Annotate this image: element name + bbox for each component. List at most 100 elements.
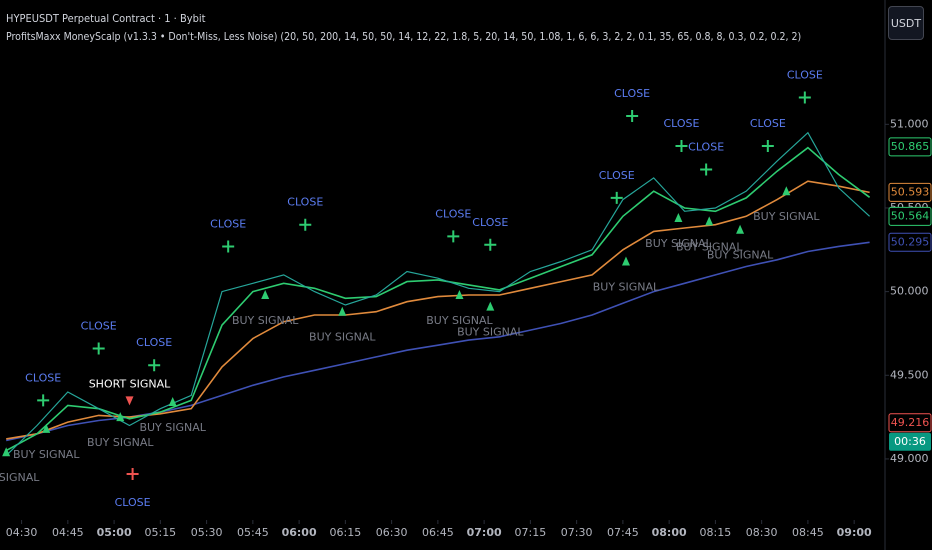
countdown-label: 00:36 [894, 435, 926, 448]
close-label: CLOSE [25, 371, 61, 384]
close-label: CLOSE [663, 117, 699, 130]
close-marker [299, 218, 312, 231]
buy-label: BUY SIGNAL [309, 331, 376, 344]
x-tick-label: 08:00 [652, 526, 687, 539]
close-marker [148, 359, 161, 372]
symbol-title: HYPEUSDT Perpetual Contract · 1 · Bybit [6, 12, 206, 25]
buy-label: BUY SIGNAL [139, 421, 206, 434]
x-tick-label: 06:00 [282, 526, 317, 539]
price-badge-label: 50.295 [891, 235, 930, 248]
y-tick-label: 49.000 [890, 452, 929, 465]
close-marker [626, 109, 639, 122]
series-line [6, 180, 870, 440]
buy-marker [338, 306, 347, 316]
buy-label: BUY SIGNAL [426, 314, 493, 327]
close-marker [447, 230, 460, 243]
x-tick-label: 07:15 [515, 526, 547, 539]
buy-marker [168, 397, 177, 407]
x-tick-label: 05:45 [237, 526, 269, 539]
close-label: CLOSE [210, 217, 246, 230]
close-label: CLOSE [435, 207, 471, 220]
buy-label: BUY SIGNAL [593, 281, 660, 294]
series-line [6, 241, 870, 442]
close-label: CLOSE [81, 320, 117, 333]
close-label: CLOSE [287, 196, 323, 209]
close-marker [484, 238, 497, 251]
close-marker [798, 91, 811, 104]
close-label: CLOSE [688, 140, 724, 153]
x-tick-label: 04:45 [52, 526, 84, 539]
price-badge [888, 137, 932, 157]
x-tick-label: 09:00 [837, 526, 872, 539]
buy-marker [455, 289, 464, 299]
x-tick-label: 07:30 [561, 526, 593, 539]
buy-label: BUY SIGNAL [13, 448, 80, 461]
x-tick-label: 04:30 [6, 526, 38, 539]
close-marker [126, 467, 139, 480]
short-marker [125, 396, 134, 406]
series-line [5, 146, 871, 452]
x-tick-label: 08:45 [792, 526, 824, 539]
close-marker [761, 140, 774, 153]
buy-label: BUY SIGNAL [645, 237, 712, 250]
close-label: CLOSE [136, 336, 172, 349]
buy-marker [705, 216, 714, 226]
x-tick-label: 07:45 [607, 526, 639, 539]
price-badge [888, 413, 932, 433]
close-label: CLOSE [614, 87, 650, 100]
close-label: CLOSE [472, 216, 508, 229]
x-tick-label: 06:45 [422, 526, 454, 539]
buy-marker [486, 301, 495, 311]
price-badge-label: 49.216 [891, 416, 930, 429]
x-tick-label: 05:00 [97, 526, 132, 539]
close-label: CLOSE [787, 69, 823, 82]
close-marker [92, 342, 105, 355]
buy-label: BUY SIGNAL [457, 326, 524, 339]
buy-marker [736, 224, 745, 234]
price-badge [888, 182, 932, 202]
buy-label: BUY SIGNAL [753, 210, 820, 223]
close-label: CLOSE [750, 117, 786, 130]
buy-label: BUY SIGNAL [676, 240, 743, 253]
price-badge [888, 206, 932, 226]
buy-marker [621, 256, 630, 266]
x-tick-label: 08:30 [746, 526, 778, 539]
buy-marker [116, 412, 125, 422]
close-marker [700, 163, 713, 176]
x-tick-label: 05:15 [144, 526, 176, 539]
close-label: CLOSE [115, 496, 151, 509]
close-marker [610, 191, 623, 204]
x-tick-label: 06:15 [330, 526, 362, 539]
buy-marker [2, 447, 11, 457]
buy-marker [42, 423, 51, 433]
buy-marker [674, 213, 683, 223]
close-label: CLOSE [599, 169, 635, 182]
short-label: SHORT SIGNAL [89, 377, 171, 390]
price-badge-label: 50.593 [891, 185, 930, 198]
y-tick-label: 49.500 [890, 368, 929, 381]
indicator-title: ProfitsMaxx MoneyScalp (v1.3.3 • Don't-M… [6, 31, 802, 43]
buy-label: BUY SIGNAL [232, 314, 299, 327]
price-badge-label: 50.865 [891, 140, 930, 153]
close-marker [675, 140, 688, 153]
series-line [5, 131, 871, 457]
buy-marker [782, 186, 791, 196]
currency-button[interactable]: USDT [888, 6, 924, 40]
buy-label: BUY SIGNAL [707, 249, 774, 262]
y-tick-label: 50.500 [890, 201, 929, 214]
buy-label: BUY SIGNAL [0, 471, 40, 484]
buy-label: BUY SIGNAL [87, 436, 154, 449]
price-badge [888, 232, 932, 252]
x-tick-label: 05:30 [191, 526, 223, 539]
x-tick-label: 08:15 [700, 526, 732, 539]
x-tick-label: 06:30 [376, 526, 408, 539]
countdown-badge [889, 432, 931, 451]
buy-marker [261, 289, 270, 299]
x-tick-label: 07:00 [467, 526, 502, 539]
y-tick-label: 50.000 [890, 285, 929, 298]
price-badge-label: 50.564 [891, 209, 930, 222]
close-marker [222, 240, 235, 253]
close-marker [37, 394, 50, 407]
